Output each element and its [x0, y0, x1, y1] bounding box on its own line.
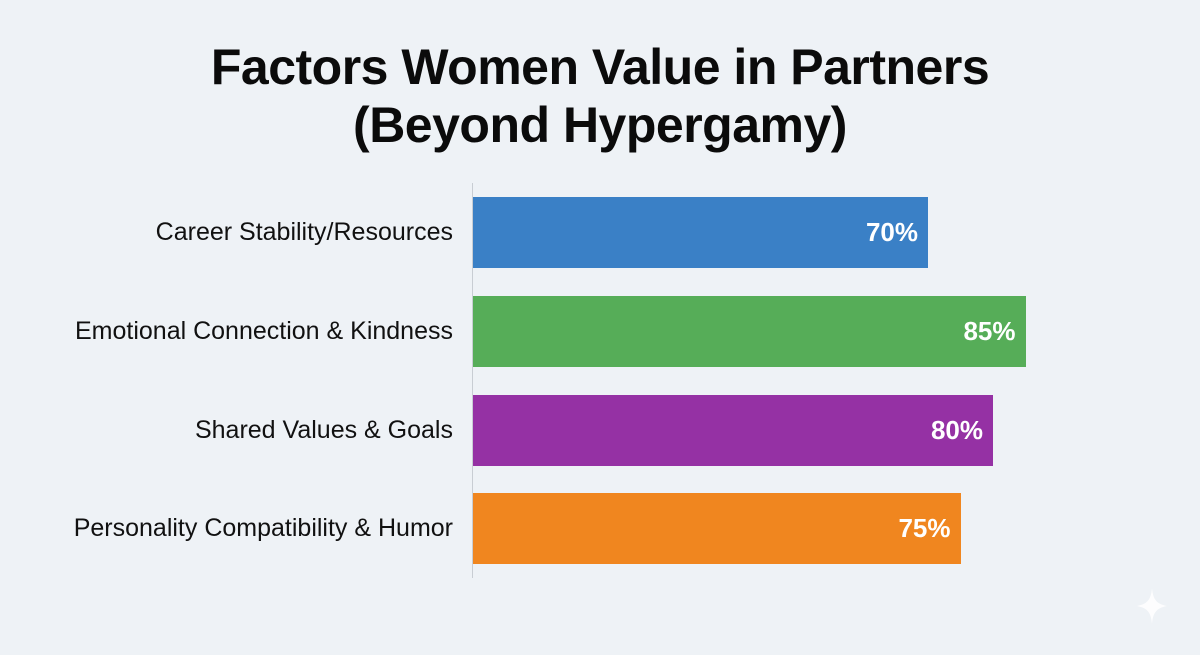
bar-value-label: 85%: [963, 316, 1016, 346]
category-label: Shared Values & Goals: [194, 416, 453, 444]
bar-row: Shared Values & Goals 80%: [0, 395, 1200, 466]
bar-row: Personality Compatibility & Humor 75%: [0, 493, 1200, 564]
bar: 70%: [473, 197, 928, 268]
bar-value-label: 70%: [865, 217, 918, 247]
chart-title: Factors Women Value in Partners (Beyond …: [0, 38, 1200, 154]
category-label: Career Stability/Resources: [155, 218, 453, 246]
y-axis-line: [472, 183, 473, 578]
bar: 85%: [473, 296, 1026, 367]
bar-row: Emotional Connection & Kindness 85%: [0, 296, 1200, 367]
bar-value-label: 80%: [930, 415, 983, 445]
chart-title-line-2: (Beyond Hypergamy): [353, 97, 847, 153]
category-label: Personality Compatibility & Humor: [73, 514, 453, 542]
bar-row: Career Stability/Resources 70%: [0, 197, 1200, 268]
bar-value-label: 75%: [898, 513, 951, 543]
category-label: Emotional Connection & Kindness: [74, 317, 453, 345]
sparkle-icon: [1137, 588, 1167, 624]
chart-title-line-1: Factors Women Value in Partners: [210, 39, 990, 95]
bar: 75%: [473, 493, 961, 564]
bar: 80%: [473, 395, 993, 466]
